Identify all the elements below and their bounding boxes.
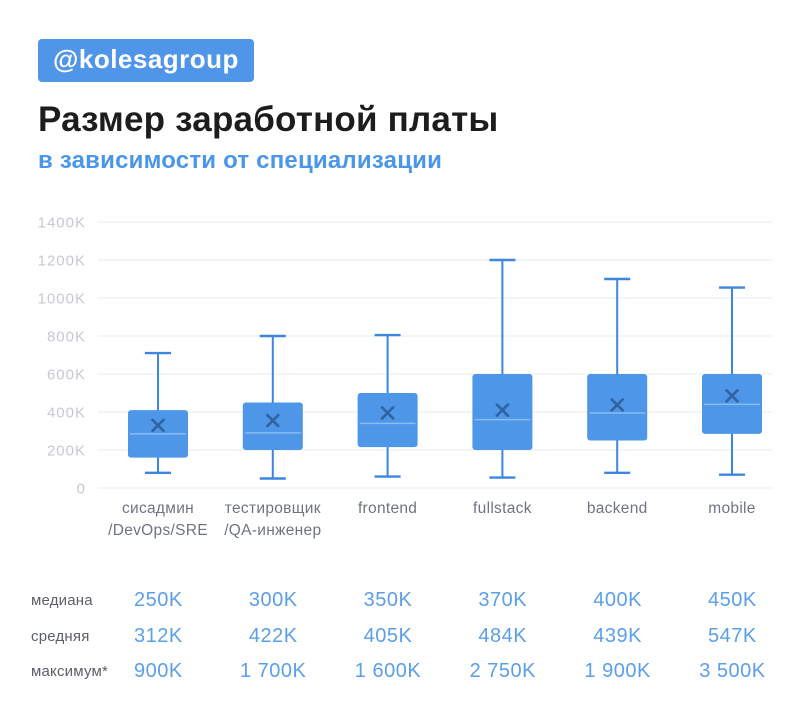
stat-value: 405K (363, 624, 413, 647)
stats-row-label: средняя (31, 627, 90, 645)
mean-x-marker (495, 403, 510, 417)
stat-value: 1 900K (584, 660, 651, 683)
mean-x-marker (265, 413, 280, 428)
mean-x-marker (725, 389, 739, 403)
stat-value: 350K (363, 589, 413, 612)
iqr-box (242, 402, 303, 450)
stat-value: 400K (593, 589, 642, 612)
mean-x-marker (610, 398, 625, 412)
x-axis-category-label: mobile (708, 500, 755, 517)
x-axis-category-label: сисадмин (122, 500, 194, 517)
stat-value: 3 500K (699, 660, 766, 683)
iqr-box (587, 374, 648, 441)
y-axis-tick-label: 400K (47, 405, 86, 422)
mean-x-marker (151, 418, 165, 433)
mean-x-marker (380, 406, 395, 420)
stats-row-3: максимум* 900K 1 700K 1 600K 2 750K 1 900K 3 5… (31, 654, 800, 690)
stats-table: медиана 250K 300K 350K 370K 400K 450K средняя 31… (31, 583, 800, 690)
brand-badge-label: @kolesagroup (53, 44, 239, 74)
brand-badge: @kolesagroup (38, 39, 254, 82)
stats-row-label: медиана (31, 592, 93, 610)
x-axis-category-label: frontend (358, 500, 417, 517)
stat-value: 900K (134, 660, 183, 683)
page-title: Размер заработной платы (38, 100, 499, 139)
stat-value: 547K (708, 624, 757, 647)
x-axis-category-label: fullstack (473, 500, 532, 517)
x-axis-category-label: /DevOps/SRE (108, 522, 208, 539)
stat-value: 422K (248, 624, 298, 647)
stat-value: 1 600K (354, 660, 422, 683)
y-axis-tick-label: 200K (47, 443, 86, 460)
iqr-box (472, 374, 533, 450)
y-axis-tick-label: 1000K (38, 291, 86, 308)
x-axis-category-label: backend (587, 500, 648, 517)
stat-value: 439K (593, 624, 642, 647)
y-axis-tick-label: 800K (47, 329, 86, 346)
salary-boxplot-chart: 0 200K 400K 600K 800K 1000K 1200K 1400K сисадмин… (38, 215, 772, 539)
stat-value: 484K (478, 624, 528, 647)
stats-row-label: максимум* (31, 663, 109, 681)
stat-value: 312K (134, 624, 183, 647)
x-axis-category-label: тестировщик (225, 500, 321, 517)
stat-value: 450K (708, 589, 757, 612)
x-axis-category-label: /QA-инженер (224, 522, 321, 539)
y-axis-tick-label: 1400K (38, 215, 86, 232)
stat-value: 1 700K (240, 660, 307, 683)
page-subtitle: в зависимости от специализации (38, 147, 443, 174)
y-axis-tick-label: 1200K (38, 253, 86, 270)
stat-value: 2 750K (469, 660, 536, 683)
stats-row-2: средняя 312K 422K 405K 484K 439K 547K (31, 619, 800, 655)
stats-row-1: медиана 250K 300K 350K 370K 400K 450K (31, 583, 800, 619)
stat-value: 370K (478, 589, 528, 612)
iqr-box (357, 393, 418, 448)
y-axis-tick-label: 0 (77, 481, 86, 498)
y-axis-tick-label: 600K (47, 367, 86, 384)
stat-value: 250K (134, 589, 183, 612)
stat-value: 300K (248, 589, 298, 612)
